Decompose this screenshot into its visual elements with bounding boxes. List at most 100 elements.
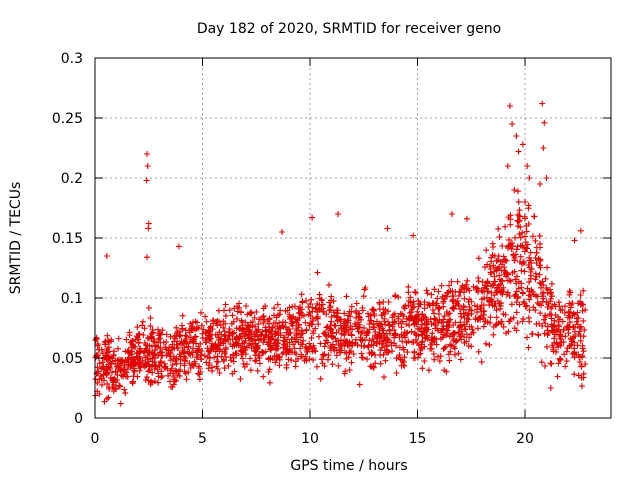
data-point xyxy=(329,361,336,368)
data-point xyxy=(107,375,114,382)
data-point xyxy=(527,257,534,264)
data-point xyxy=(519,260,525,267)
data-point xyxy=(516,301,523,308)
data-point xyxy=(360,293,367,300)
data-point xyxy=(436,305,443,312)
data-point xyxy=(252,323,259,330)
x-tick-label: 15 xyxy=(409,431,427,447)
data-point xyxy=(580,348,587,355)
data-point xyxy=(421,358,428,365)
data-point xyxy=(169,341,176,348)
data-point xyxy=(384,336,391,343)
data-point xyxy=(248,310,255,317)
data-point xyxy=(105,394,112,401)
data-point xyxy=(195,365,202,371)
data-point xyxy=(250,341,256,348)
data-point xyxy=(381,318,388,325)
data-point xyxy=(280,337,287,344)
data-point xyxy=(522,233,528,240)
x-tick-label: 20 xyxy=(516,431,534,447)
data-point xyxy=(132,343,139,350)
data-point xyxy=(579,383,585,390)
data-point xyxy=(262,333,269,340)
data-point xyxy=(139,318,146,325)
data-point xyxy=(202,313,209,320)
data-point xyxy=(98,346,105,353)
data-point xyxy=(366,326,373,333)
data-point xyxy=(215,307,222,314)
data-point xyxy=(520,298,527,305)
data-point xyxy=(500,310,507,317)
data-point xyxy=(315,321,322,328)
data-point xyxy=(417,301,424,308)
data-point xyxy=(359,307,366,314)
data-point xyxy=(346,308,353,315)
data-point xyxy=(529,330,536,337)
data-point xyxy=(524,334,530,341)
data-point xyxy=(181,357,188,364)
data-point xyxy=(309,214,316,221)
data-point xyxy=(262,348,269,355)
data-point xyxy=(313,314,320,321)
data-point xyxy=(543,285,550,292)
data-point xyxy=(432,316,439,323)
data-point xyxy=(537,310,544,317)
data-point xyxy=(537,181,543,187)
data-point xyxy=(566,300,573,307)
data-point xyxy=(571,345,578,352)
data-point xyxy=(443,368,450,375)
data-point xyxy=(247,309,254,316)
data-point xyxy=(422,334,429,341)
data-point xyxy=(579,354,585,361)
data-point xyxy=(112,368,119,375)
data-point xyxy=(468,343,475,350)
data-point xyxy=(214,353,221,360)
data-point xyxy=(240,360,247,367)
data-point xyxy=(389,323,396,330)
data-point xyxy=(443,325,450,332)
data-point xyxy=(578,363,585,370)
data-point xyxy=(458,285,465,292)
data-point xyxy=(231,329,238,336)
data-point xyxy=(576,325,583,332)
data-point xyxy=(368,317,375,324)
data-point xyxy=(335,211,341,217)
data-point xyxy=(401,304,407,311)
data-point xyxy=(461,289,467,296)
data-point xyxy=(513,309,520,316)
data-point xyxy=(396,334,403,341)
data-point xyxy=(319,301,326,308)
data-point xyxy=(105,337,112,344)
data-point xyxy=(322,340,329,347)
data-point xyxy=(382,357,389,364)
data-point xyxy=(372,360,379,367)
data-point xyxy=(490,331,497,338)
data-point xyxy=(491,268,498,275)
data-point xyxy=(427,345,434,352)
data-point xyxy=(524,285,531,292)
data-point xyxy=(491,292,498,299)
data-point xyxy=(506,318,512,325)
data-point xyxy=(203,318,210,325)
data-point xyxy=(214,318,221,325)
data-point xyxy=(148,363,155,370)
data-point xyxy=(579,342,586,349)
data-point xyxy=(333,347,340,354)
data-point xyxy=(483,247,490,254)
chart-title: Day 182 of 2020, SRMTID for receiver gen… xyxy=(197,21,501,37)
data-point xyxy=(444,290,451,296)
data-point xyxy=(511,293,518,300)
data-point xyxy=(219,348,226,355)
data-point xyxy=(149,369,156,376)
y-tick-label: 0.1 xyxy=(61,291,83,307)
data-point xyxy=(405,283,412,290)
data-point xyxy=(470,283,477,290)
data-point xyxy=(415,297,422,304)
data-point xyxy=(198,348,205,354)
data-point xyxy=(309,348,316,355)
data-point xyxy=(396,352,403,359)
data-point xyxy=(577,227,584,234)
data-point xyxy=(414,308,421,315)
data-point xyxy=(287,330,294,336)
data-point xyxy=(421,320,428,327)
